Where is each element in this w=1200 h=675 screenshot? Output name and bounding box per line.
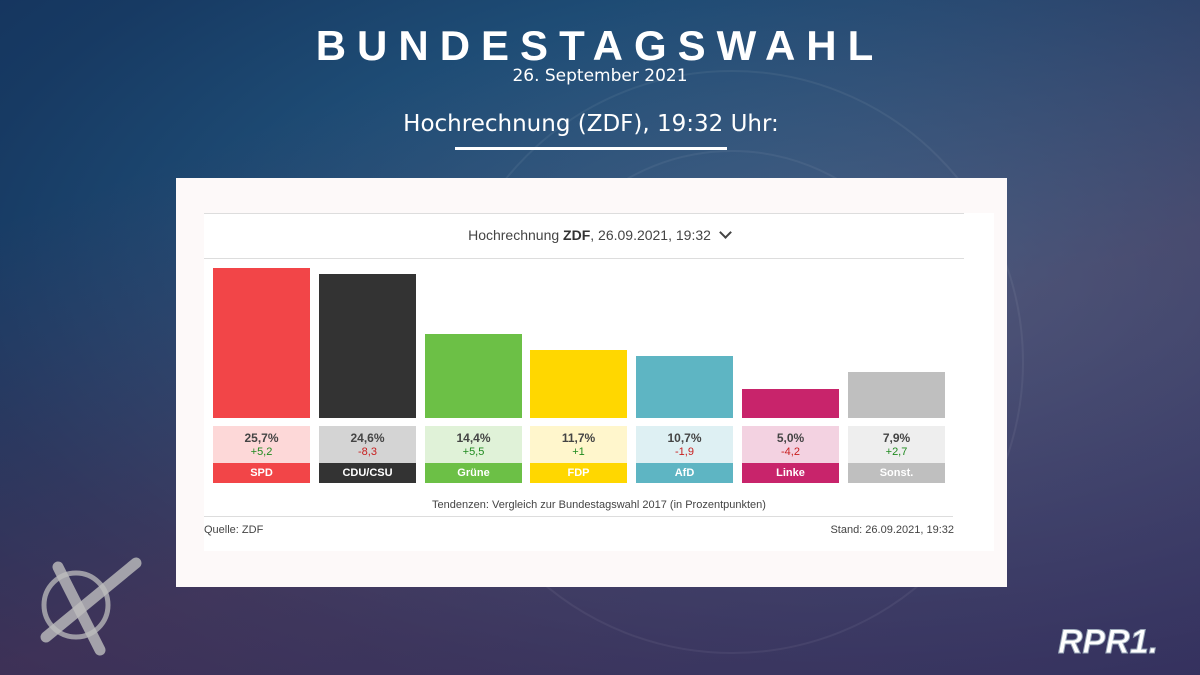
- value-label: 11,7%: [561, 431, 596, 445]
- change-label: -4,2: [781, 446, 800, 458]
- header-divider: [204, 258, 964, 259]
- source-label: Quelle: ZDF: [204, 524, 264, 536]
- bar-sonst-: [848, 372, 945, 418]
- party-label: Linke: [742, 463, 839, 483]
- header-source: ZDF: [563, 227, 591, 243]
- value-label: 25,7%: [244, 431, 279, 445]
- value-label: 5,0%: [776, 431, 805, 445]
- party-label: AfD: [636, 463, 733, 483]
- value-box: 10,7% -1,9: [636, 426, 733, 463]
- change-label: +2,7: [885, 446, 908, 458]
- bar-fdp: [530, 350, 627, 418]
- page-subtitle: Hochrechnung (ZDF), 19:32 Uhr:: [403, 111, 779, 137]
- party-label: SPD: [213, 463, 310, 483]
- change-label: +5,2: [250, 446, 273, 458]
- party-label: Grüne: [425, 463, 522, 483]
- footer-divider: [204, 516, 953, 517]
- change-label: -1,9: [675, 446, 694, 458]
- party-label: FDP: [530, 463, 627, 483]
- value-label: 24,6%: [350, 431, 385, 445]
- value-box: 14,4% +5,5: [425, 426, 522, 463]
- trend-note: Tendenzen: Vergleich zur Bundestagswahl …: [432, 499, 766, 511]
- chart-widget: Hochrechnung ZDF, 26.09.2021, 19:32 25,7…: [204, 213, 994, 551]
- bar-gr-ne: [425, 334, 522, 418]
- ballot-cross-icon: [40, 557, 142, 656]
- header-suffix: , 26.09.2021, 19:32: [590, 227, 711, 243]
- value-label: 7,9%: [882, 431, 911, 445]
- page-title: BUNDESTAGSWAHL: [315, 22, 885, 69]
- value-box: 24,6% -8,3: [319, 426, 416, 463]
- bar-cdu-csu: [319, 274, 416, 418]
- bar-spd: [213, 268, 310, 418]
- chevron-down-icon[interactable]: [719, 226, 732, 239]
- top-divider: [204, 213, 964, 214]
- change-label: +1: [572, 446, 585, 458]
- value-box: 7,9% +2,7: [848, 426, 945, 463]
- rpr1-logo: RPR1.: [1058, 623, 1159, 662]
- change-label: +5,5: [462, 446, 485, 458]
- value-label: 10,7%: [667, 431, 702, 445]
- projection-selector[interactable]: Hochrechnung ZDF, 26.09.2021, 19:32: [204, 226, 994, 243]
- header-prefix: Hochrechnung: [468, 227, 564, 243]
- party-label: Sonst.: [848, 463, 945, 483]
- party-label: CDU/CSU: [319, 463, 416, 483]
- page-date: 26. September 2021: [512, 66, 688, 86]
- chart-card: Hochrechnung ZDF, 26.09.2021, 19:32 25,7…: [176, 178, 1007, 587]
- value-box: 25,7% +5,2: [213, 426, 310, 463]
- value-box: 11,7% +1: [530, 426, 627, 463]
- bar-linke: [742, 389, 839, 418]
- subtitle-underline: [455, 147, 727, 150]
- svg-text:RPR1.: RPR1.: [1058, 623, 1158, 661]
- value-label: 14,4%: [456, 431, 491, 445]
- value-box: 5,0% -4,2: [742, 426, 839, 463]
- timestamp-label: Stand: 26.09.2021, 19:32: [830, 524, 954, 536]
- bar-afd: [636, 356, 733, 418]
- change-label: -8,3: [358, 446, 377, 458]
